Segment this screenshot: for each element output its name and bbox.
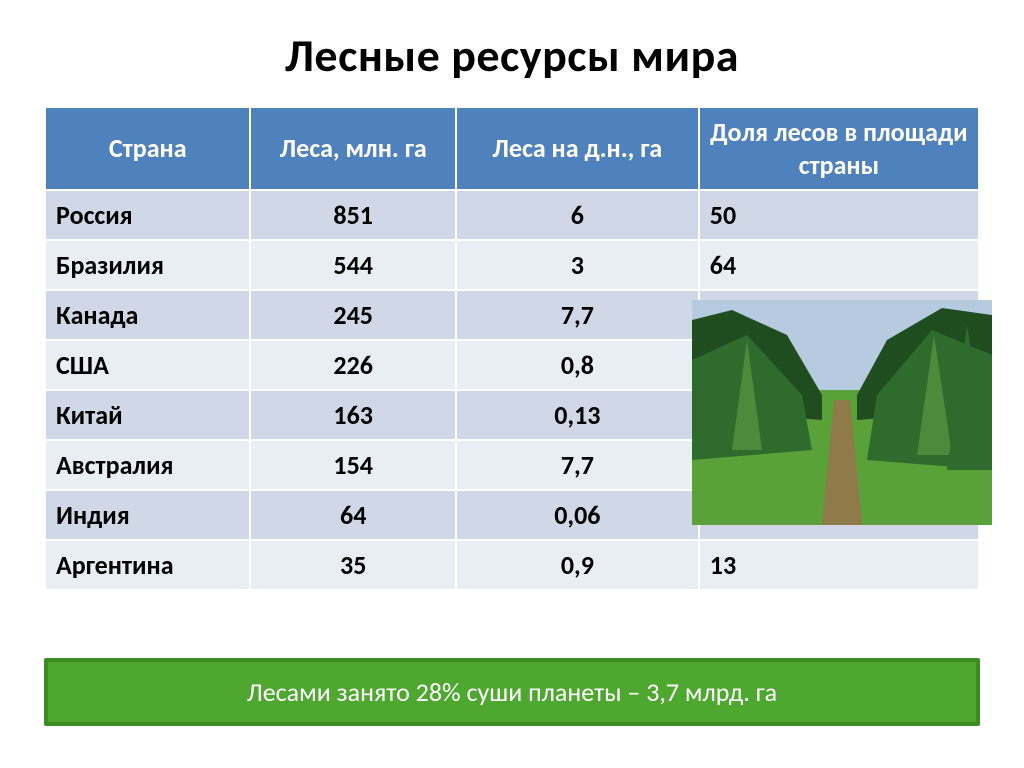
cell-country: Австралия xyxy=(45,440,250,490)
table-header-row: Страна Леса, млн. га Леса на д.н., га До… xyxy=(45,107,979,190)
table-row: Россия851650 xyxy=(45,190,979,240)
cell-share: 50 xyxy=(699,190,979,240)
cell-per-capita: 0,8 xyxy=(456,340,699,390)
cell-forest: 544 xyxy=(250,240,455,290)
cell-country: США xyxy=(45,340,250,390)
cell-forest: 64 xyxy=(250,490,455,540)
col-forest: Леса, млн. га xyxy=(250,107,455,190)
table-row: Бразилия544364 xyxy=(45,240,979,290)
cell-forest: 226 xyxy=(250,340,455,390)
cell-forest: 163 xyxy=(250,390,455,440)
cell-share: 13 xyxy=(699,540,979,590)
col-country: Страна xyxy=(45,107,250,190)
cell-forest: 851 xyxy=(250,190,455,240)
cell-forest: 154 xyxy=(250,440,455,490)
cell-forest: 245 xyxy=(250,290,455,340)
cell-country: Аргентина xyxy=(45,540,250,590)
cell-country: Россия xyxy=(45,190,250,240)
col-per-capita: Леса на д.н., га xyxy=(456,107,699,190)
forest-photo xyxy=(692,300,992,525)
cell-country: Индия xyxy=(45,490,250,540)
cell-per-capita: 3 xyxy=(456,240,699,290)
footer-bar: Лесами занято 28% суши планеты – 3,7 млр… xyxy=(44,658,980,726)
cell-country: Бразилия xyxy=(45,240,250,290)
slide: Лесные ресурсы мира Страна Леса, млн. га… xyxy=(0,0,1024,768)
col-share: Доля лесов в площади страны xyxy=(699,107,979,190)
cell-per-capita: 0,9 xyxy=(456,540,699,590)
footer-text: Лесами занято 28% суши планеты – 3,7 млр… xyxy=(247,676,777,708)
cell-per-capita: 6 xyxy=(456,190,699,240)
cell-forest: 35 xyxy=(250,540,455,590)
cell-per-capita: 7,7 xyxy=(456,290,699,340)
cell-per-capita: 0,06 xyxy=(456,490,699,540)
cell-country: Китай xyxy=(45,390,250,440)
cell-per-capita: 0,13 xyxy=(456,390,699,440)
slide-title: Лесные ресурсы мира xyxy=(44,28,980,84)
cell-country: Канада xyxy=(45,290,250,340)
cell-share: 64 xyxy=(699,240,979,290)
cell-per-capita: 7,7 xyxy=(456,440,699,490)
table-row: Аргентина350,913 xyxy=(45,540,979,590)
